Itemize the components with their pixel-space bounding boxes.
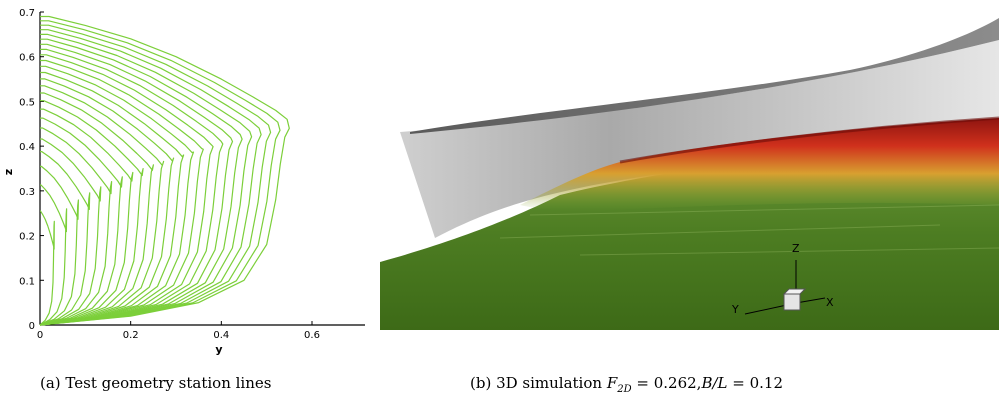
caption-b-var: F bbox=[606, 374, 618, 392]
station-line bbox=[39, 48, 224, 326]
station-lines-plot: 0 0.2 0.4 0.6 0 0.1 0.2 0.3 0.4 0.5 0.6 0.7 y z bbox=[2, 8, 365, 356]
y-tick-label: 0.1 bbox=[19, 276, 35, 287]
y-axis-label: z bbox=[2, 169, 15, 175]
station-line bbox=[39, 33, 253, 326]
caption-b-prefix: (b) 3D simulation bbox=[470, 374, 607, 392]
station-line bbox=[39, 127, 113, 326]
x-tick-label: 0.4 bbox=[213, 330, 229, 341]
y-ticks: 0 0.1 0.2 0.3 0.4 0.5 0.6 0.7 bbox=[19, 8, 44, 332]
x-ticks: 0 0.2 0.4 0.6 bbox=[37, 321, 320, 341]
station-line bbox=[39, 59, 204, 326]
caption-a: (a) Test geometry station lines bbox=[40, 374, 272, 392]
caption-b-ratio: B/L bbox=[701, 374, 728, 392]
triad-cube-top bbox=[782, 288, 807, 295]
triad-cube bbox=[783, 293, 801, 311]
station-line bbox=[39, 24, 272, 326]
triad-z-label: Z bbox=[792, 242, 800, 255]
station-line bbox=[39, 165, 79, 326]
station-line bbox=[39, 15, 290, 326]
station-line bbox=[39, 85, 165, 326]
y-tick-label: 0.6 bbox=[19, 53, 35, 64]
y-tick-label: 0.4 bbox=[19, 142, 35, 153]
triad-x-axis bbox=[795, 297, 826, 304]
station-line bbox=[39, 138, 102, 326]
y-tick-label: 0 bbox=[29, 321, 35, 332]
bow-wave bbox=[520, 118, 999, 211]
station-line bbox=[39, 43, 234, 326]
station-line bbox=[39, 117, 123, 326]
3d-simulation-render: Z X Y bbox=[380, 18, 999, 330]
hull-side bbox=[400, 40, 999, 238]
x-tick-label: 0.6 bbox=[304, 330, 320, 341]
triad-x-label: X bbox=[826, 296, 834, 309]
caption-b-mid: = 0.262, bbox=[631, 374, 702, 392]
axis-triad: Z X Y bbox=[731, 242, 834, 316]
y-tick-label: 0.5 bbox=[19, 97, 35, 108]
water-streaks bbox=[499, 204, 999, 256]
station-line bbox=[39, 184, 68, 326]
station-line bbox=[39, 78, 175, 326]
y-tick-label: 0.3 bbox=[19, 187, 35, 198]
station-line bbox=[39, 210, 55, 326]
caption-b: (b) 3D simulation F2D = 0.262,B/L = 0.12 bbox=[470, 374, 783, 395]
station-line bbox=[39, 151, 91, 326]
station-line bbox=[39, 108, 134, 326]
station-line bbox=[39, 92, 154, 326]
x-tick-label: 0 bbox=[37, 330, 43, 341]
station-line bbox=[39, 20, 281, 326]
station-lines bbox=[39, 15, 290, 326]
station-line bbox=[39, 71, 185, 326]
y-tick-label: 0.2 bbox=[19, 232, 35, 243]
plot-frame bbox=[39, 12, 365, 326]
station-line bbox=[39, 38, 243, 326]
caption-b-end: = 0.12 bbox=[727, 374, 784, 392]
wave-crest bbox=[619, 116, 999, 164]
x-axis-label: y bbox=[215, 343, 222, 356]
caption-b-sub: 2D bbox=[617, 384, 632, 395]
y-tick-label: 0.7 bbox=[19, 8, 35, 19]
x-tick-label: 0.2 bbox=[123, 330, 139, 341]
triad-y-label: Y bbox=[731, 303, 739, 316]
station-line bbox=[39, 100, 144, 326]
station-line bbox=[39, 29, 262, 326]
station-line bbox=[39, 65, 195, 326]
station-line bbox=[39, 54, 214, 326]
